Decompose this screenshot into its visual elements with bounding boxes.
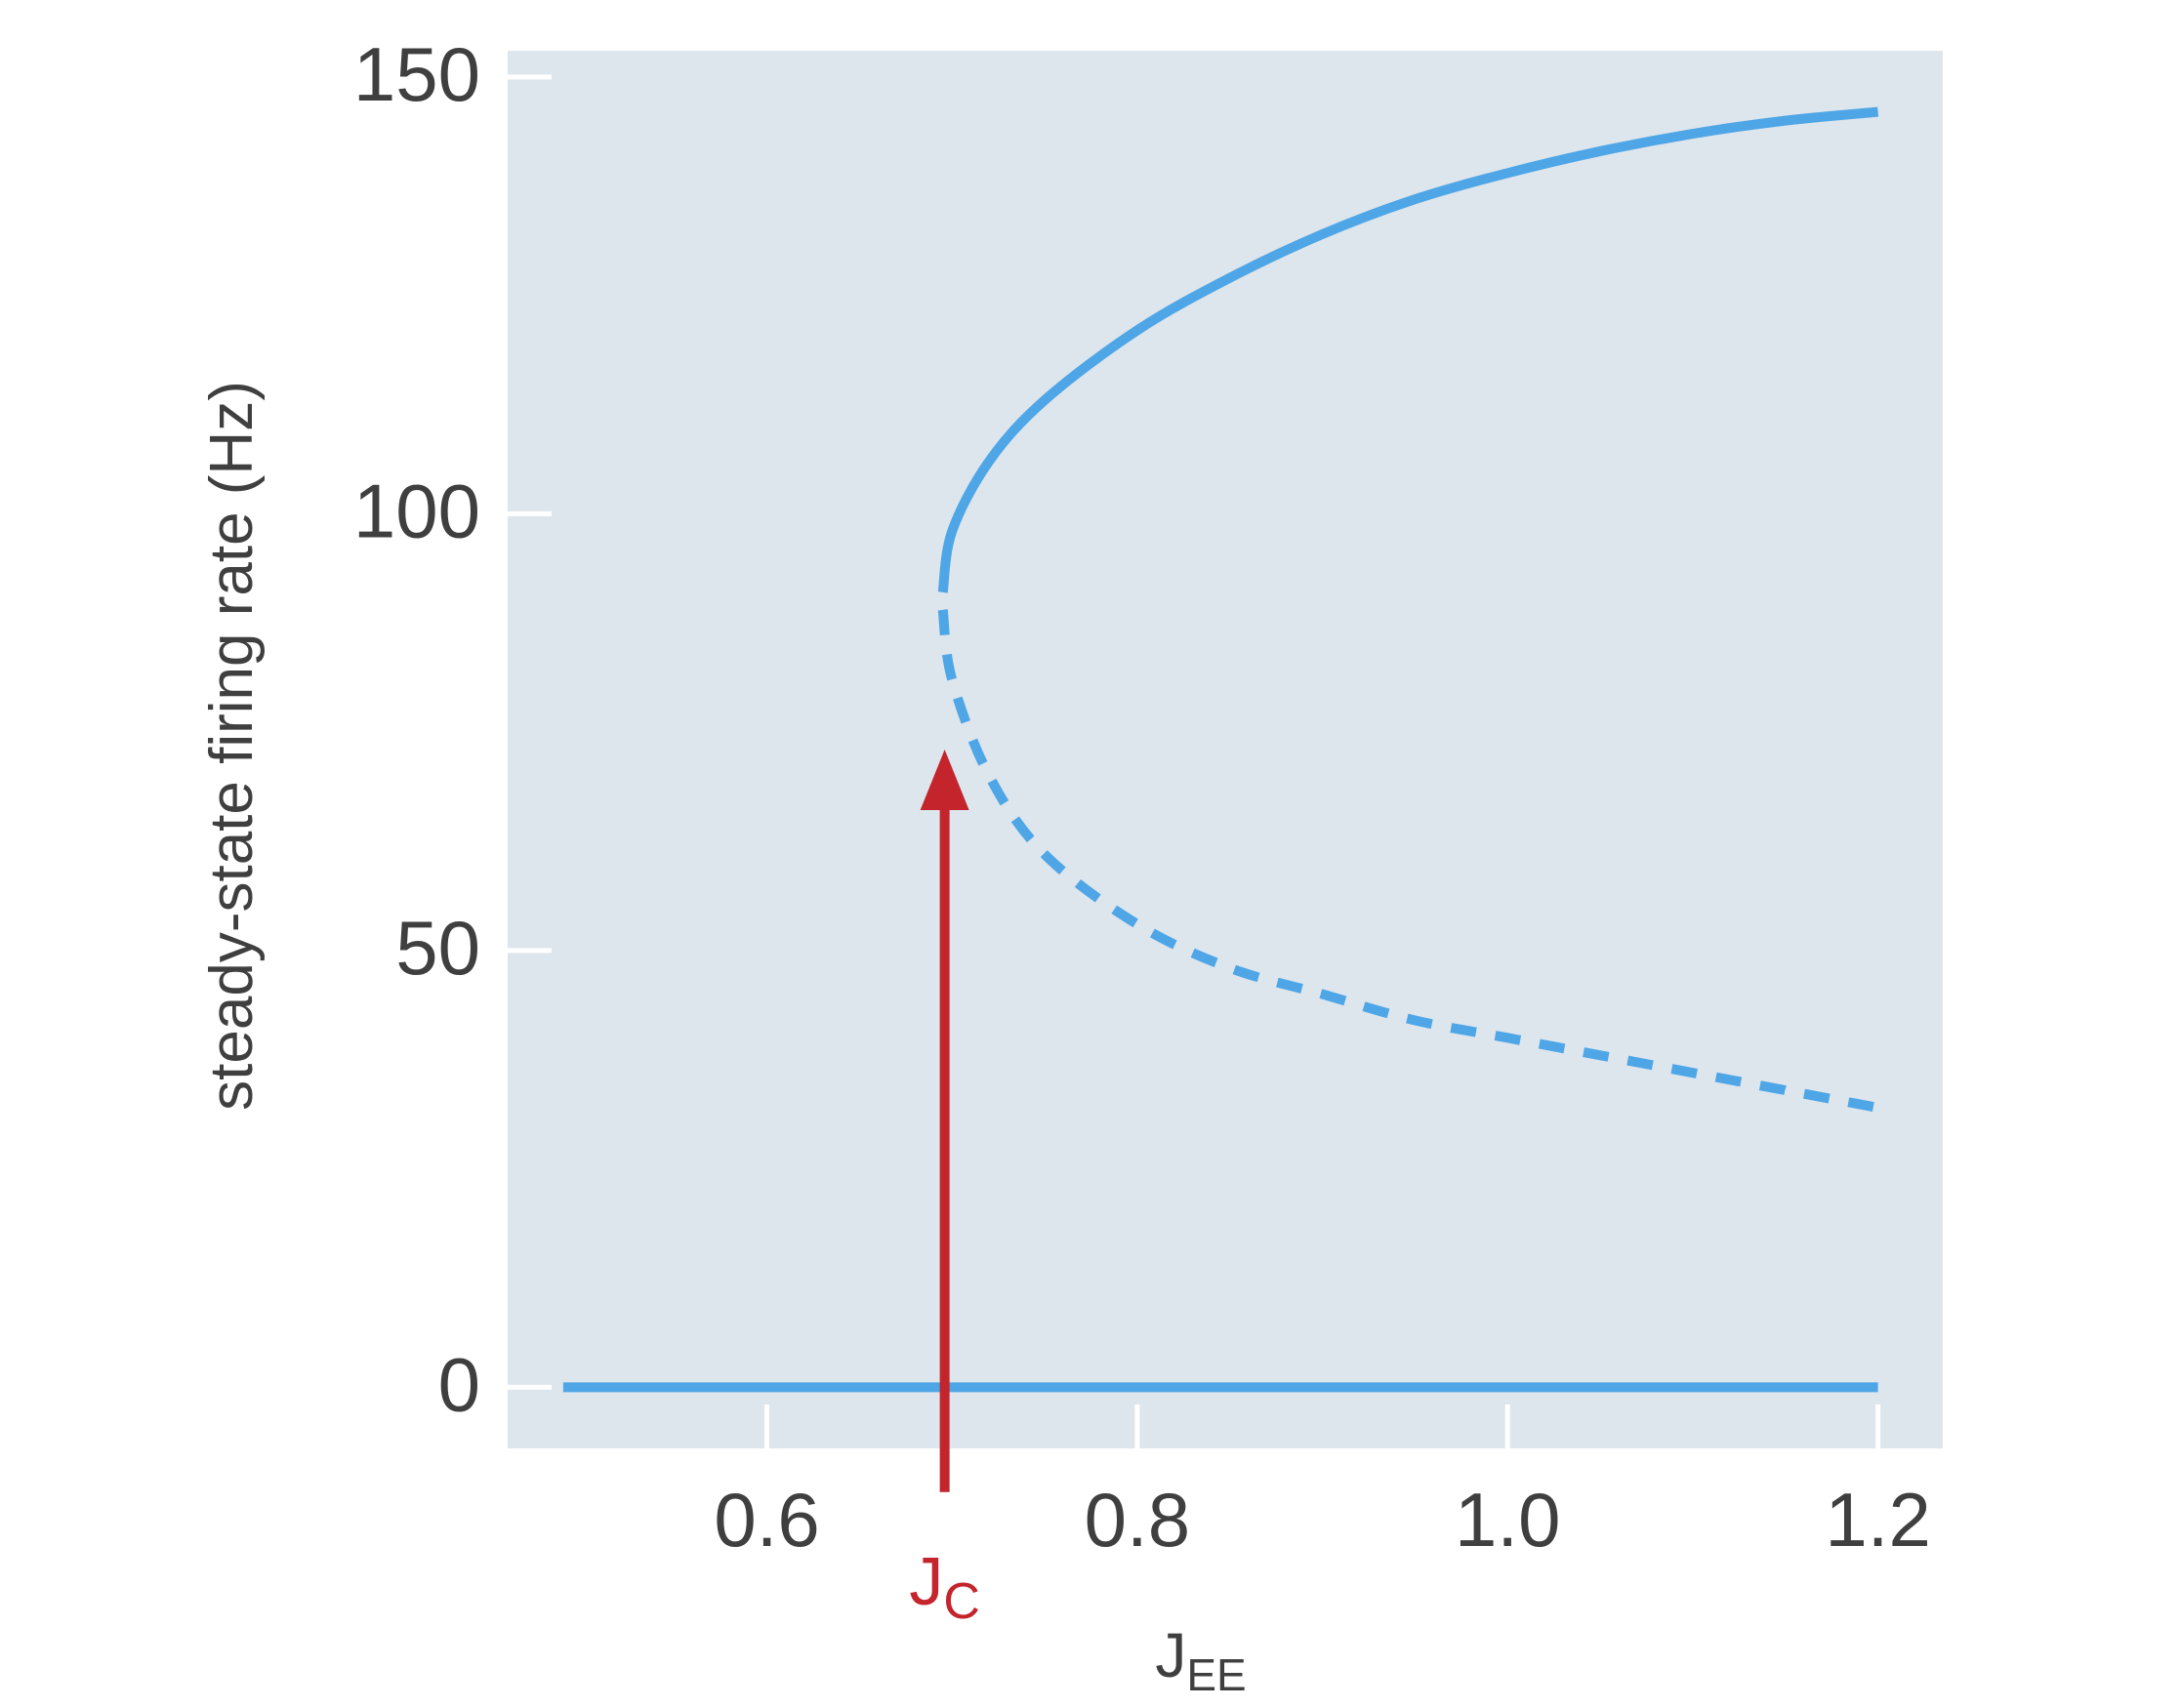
y-tick-label-100: 100 bbox=[353, 468, 480, 553]
y-axis-label: steady-state firing rate (Hz) bbox=[198, 381, 266, 1111]
series-group bbox=[562, 106, 1879, 1393]
x-tick-label-0.8: 0.8 bbox=[1085, 1477, 1190, 1563]
jc-arrowhead bbox=[920, 750, 969, 810]
x-axis-label-subscript: EE bbox=[1186, 1649, 1246, 1700]
jc-label-main: J bbox=[909, 1543, 943, 1619]
x-axis-label-main: J bbox=[1155, 1620, 1186, 1690]
jc-label-subscript: C bbox=[943, 1573, 980, 1630]
x-tick-label-1.0: 1.0 bbox=[1455, 1477, 1560, 1563]
series-lower-unstable-branch bbox=[937, 609, 1879, 1113]
y-tick-labels: 0 50 100 150 bbox=[353, 31, 480, 1427]
x-tick-label-0.6: 0.6 bbox=[714, 1477, 819, 1563]
x-axis-label: JEE bbox=[1155, 1620, 1246, 1700]
y-tick-label-0: 0 bbox=[438, 1341, 480, 1427]
x-tick-labels: 0.6 0.8 1.0 1.2 bbox=[714, 1477, 1931, 1563]
x-tick-label-1.2: 1.2 bbox=[1825, 1477, 1930, 1563]
plot-background bbox=[508, 51, 1943, 1448]
series-upper-stable-branch bbox=[937, 106, 1879, 593]
gridlines bbox=[508, 74, 1881, 1448]
annotation-group: JC bbox=[909, 750, 980, 1630]
y-tick-label-50: 50 bbox=[395, 905, 480, 991]
jc-label: JC bbox=[909, 1543, 980, 1630]
y-tick-label-150: 150 bbox=[353, 31, 480, 117]
